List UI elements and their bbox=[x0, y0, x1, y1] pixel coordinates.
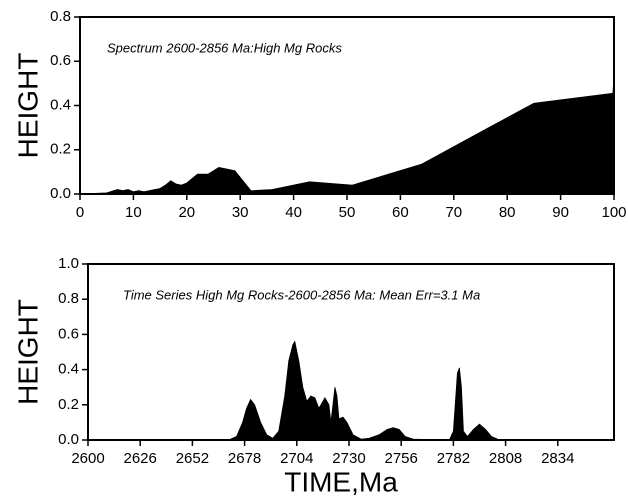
y-axis-label: HEIGHT bbox=[12, 53, 43, 159]
chart-title: Time Series High Mg Rocks-2600-2856 Ma: … bbox=[123, 287, 480, 302]
y-tick-label: 0.2 bbox=[58, 396, 79, 413]
y-tick-label: 0.8 bbox=[58, 290, 79, 307]
x-tick-label: 20 bbox=[178, 204, 195, 221]
x-tick-label: 2782 bbox=[437, 450, 470, 467]
x-tick-label: 100 bbox=[601, 204, 626, 221]
x-tick-label: 2834 bbox=[541, 450, 574, 467]
y-tick-label: 0.6 bbox=[50, 52, 71, 69]
x-tick-label: 70 bbox=[445, 204, 462, 221]
x-tick-label: 10 bbox=[125, 204, 142, 221]
area bbox=[79, 74, 615, 195]
area bbox=[88, 340, 614, 441]
y-tick-label: 0.2 bbox=[50, 141, 71, 158]
y-axis-label: HEIGHT bbox=[12, 299, 43, 405]
x-tick-label: 2808 bbox=[489, 450, 522, 467]
x-tick-label: 2730 bbox=[332, 450, 365, 467]
x-tick-label: 2652 bbox=[176, 450, 209, 467]
x-tick-label: 2600 bbox=[71, 450, 104, 467]
x-tick-label: 2756 bbox=[385, 450, 418, 467]
x-tick-label: 90 bbox=[552, 204, 569, 221]
plot-frame bbox=[87, 263, 615, 441]
chart-title: Spectrum 2600-2856 Ma:High Mg Rocks bbox=[107, 40, 342, 55]
x-tick-label: 30 bbox=[232, 204, 249, 221]
y-tick-label: 0.6 bbox=[58, 325, 79, 342]
y-tick-label: 0.0 bbox=[58, 431, 79, 448]
x-tick-label: 0 bbox=[76, 204, 84, 221]
x-tick-label: 2704 bbox=[280, 450, 313, 467]
y-tick-label: 0.4 bbox=[58, 361, 79, 378]
x-tick-label: 40 bbox=[285, 204, 302, 221]
y-tick-label: 0.0 bbox=[50, 185, 71, 202]
x-tick-label: 50 bbox=[339, 204, 356, 221]
y-tick-label: 0.8 bbox=[50, 8, 71, 25]
x-tick-label: 60 bbox=[392, 204, 409, 221]
x-axis-label: TIME,Ma bbox=[284, 466, 398, 497]
y-tick-label: 0.4 bbox=[50, 96, 71, 113]
x-tick-label: 2678 bbox=[228, 450, 261, 467]
x-tick-label: 80 bbox=[499, 204, 516, 221]
x-tick-label: 2626 bbox=[124, 450, 157, 467]
y-tick-label: 1.0 bbox=[58, 255, 79, 272]
